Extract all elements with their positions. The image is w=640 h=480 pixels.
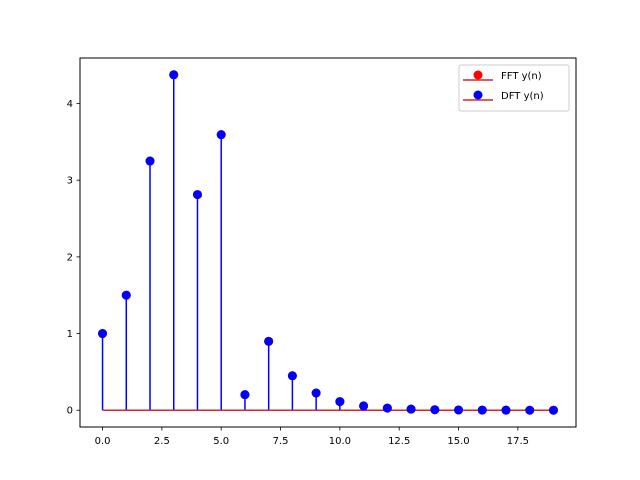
data-point [145, 156, 155, 166]
data-point [525, 405, 535, 415]
x-tick-label: 5.0 [213, 436, 229, 447]
y-axis: 0 1 2 3 4 [67, 99, 80, 417]
data-point [216, 130, 226, 140]
y-tick-label: 4 [67, 99, 73, 110]
data-point [98, 329, 108, 339]
plot-frame [79, 57, 577, 428]
data-point [406, 404, 416, 414]
y-tick-label: 2 [67, 252, 73, 263]
data-point [169, 70, 179, 80]
x-tick-label: 15.0 [447, 436, 469, 447]
y-tick-label: 3 [67, 176, 73, 187]
data-point [454, 405, 464, 415]
data-point [287, 371, 297, 381]
data-point [264, 336, 274, 346]
data-point [240, 390, 250, 400]
data-point [382, 403, 392, 413]
stems-layer [101, 74, 555, 411]
y-tick-label: 0 [67, 406, 73, 417]
x-tick-label: 7.5 [273, 436, 289, 447]
data-point [430, 405, 440, 415]
y-tick-label: 1 [67, 329, 73, 340]
x-tick-label: 0.0 [95, 436, 111, 447]
data-point [501, 405, 511, 415]
data-point [477, 405, 487, 415]
data-point [311, 388, 321, 398]
data-point [335, 397, 345, 407]
x-tick-label: 2.5 [154, 436, 170, 447]
x-tick-label: 12.5 [388, 436, 410, 447]
data-point [192, 190, 202, 200]
legend-marker [473, 90, 483, 100]
legend-marker [473, 70, 483, 80]
legend: FFT y(n) DFT y(n) [458, 64, 570, 112]
data-point [359, 401, 369, 411]
legend-label: DFT y(n) [501, 91, 544, 102]
x-axis: 0.0 2.5 5.0 7.5 10.0 12.5 15.0 17.5 [95, 427, 529, 447]
x-tick-label: 10.0 [329, 436, 351, 447]
markers-layer [98, 70, 558, 415]
x-tick-label: 17.5 [507, 436, 529, 447]
data-point [548, 405, 558, 415]
legend-label: FFT y(n) [501, 71, 542, 82]
data-point [121, 290, 131, 300]
